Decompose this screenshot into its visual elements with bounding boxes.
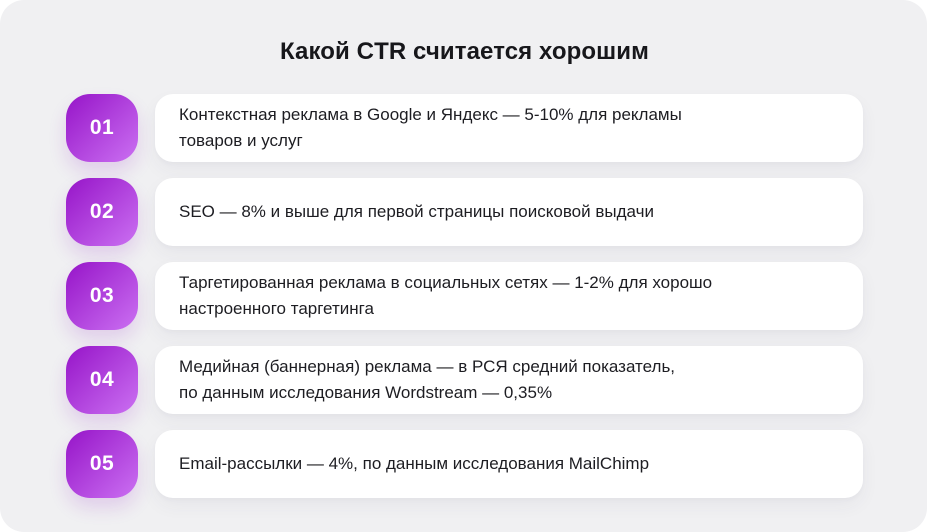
list-item: 01 Контекстная реклама в Google и Яндекс… bbox=[66, 94, 863, 162]
item-text: Контекстная реклама в Google и Яндекс — … bbox=[179, 105, 682, 150]
item-card: Контекстная реклама в Google и Яндекс — … bbox=[155, 94, 863, 162]
item-number-badge: 03 bbox=[66, 262, 138, 330]
item-number-badge: 01 bbox=[66, 94, 138, 162]
item-card: Email-рассылки — 4%, по данным исследова… bbox=[155, 430, 863, 498]
item-text: Таргетированная реклама в социальных сет… bbox=[179, 273, 713, 318]
list-item: 02 SEO — 8% и выше для первой страницы п… bbox=[66, 178, 863, 246]
list-item: 03 Таргетированная реклама в социальных … bbox=[66, 262, 863, 330]
item-number-badge: 05 bbox=[66, 430, 138, 498]
item-text: SEO — 8% и выше для первой страницы поис… bbox=[179, 202, 654, 221]
item-text: Медийная (баннерная) реклама — в РСЯ сре… bbox=[179, 357, 676, 402]
item-card: Медийная (баннерная) реклама — в РСЯ сре… bbox=[155, 346, 863, 414]
item-list: 01 Контекстная реклама в Google и Яндекс… bbox=[66, 94, 863, 498]
item-card: SEO — 8% и выше для первой страницы поис… bbox=[155, 178, 863, 246]
item-number-badge: 04 bbox=[66, 346, 138, 414]
item-number-badge: 02 bbox=[66, 178, 138, 246]
item-text: Email-рассылки — 4%, по данным исследова… bbox=[179, 454, 650, 473]
item-card: Таргетированная реклама в социальных сет… bbox=[155, 262, 863, 330]
page-title: Какой CTR считается хорошим bbox=[279, 38, 649, 65]
list-item: 05 Email-рассылки — 4%, по данным исслед… bbox=[66, 430, 863, 498]
list-item: 04 Медийная (баннерная) реклама — в РСЯ … bbox=[66, 346, 863, 414]
